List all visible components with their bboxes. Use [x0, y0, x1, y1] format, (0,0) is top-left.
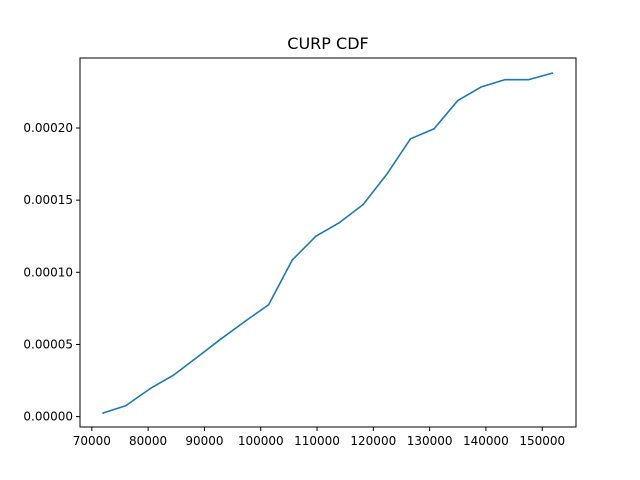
data-point: [244, 320, 246, 323]
x-tick-label: 150000: [519, 434, 565, 448]
data-point: [149, 387, 152, 390]
data-point: [173, 373, 175, 376]
y-axis: 0.00000 0.00005 0.00010 0.00015 0.00020: [23, 121, 80, 424]
data-point: [409, 138, 412, 140]
data-point: [504, 78, 506, 81]
x-tick-label: 130000: [407, 434, 453, 448]
data-point: [267, 303, 270, 306]
data-point: [197, 355, 200, 357]
data-point: [291, 259, 294, 261]
data-point: [124, 404, 127, 407]
data-point: [386, 173, 388, 175]
data-point: [338, 221, 341, 224]
data-point: [315, 235, 317, 238]
data-point: [220, 337, 223, 340]
x-tick-label: 120000: [350, 434, 396, 448]
y-tick-label: 0.00005: [23, 337, 73, 351]
y-tick-label: 0.00000: [23, 410, 73, 424]
x-tick-label: 110000: [294, 434, 340, 448]
data-point: [456, 99, 459, 102]
y-tick-label: 0.00015: [23, 193, 73, 207]
data-point: [433, 127, 435, 130]
x-tick-label: 80000: [129, 434, 167, 448]
data-point: [551, 72, 554, 74]
data-point: [480, 86, 483, 88]
chart-title: CURP CDF: [287, 34, 368, 53]
y-tick-label: 0.00020: [23, 121, 73, 135]
x-axis: 70000 80000 90000 100000 110000 120000 130000 1…: [73, 427, 565, 448]
axes-frame: [79, 57, 577, 428]
x-tick-label: 100000: [238, 434, 284, 448]
x-tick-label: 90000: [185, 434, 223, 448]
plot-area: [102, 72, 554, 414]
x-tick-label: 140000: [463, 434, 509, 448]
data-point: [102, 412, 104, 414]
x-tick-label: 70000: [73, 434, 111, 448]
y-tick-label: 0.00010: [23, 265, 73, 279]
data-point: [527, 78, 530, 81]
data-point: [362, 203, 364, 206]
series-line-0: [102, 72, 554, 414]
